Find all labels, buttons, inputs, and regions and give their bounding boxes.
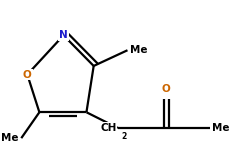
Text: 2: 2 (121, 132, 126, 141)
Text: CH: CH (100, 123, 116, 133)
Text: Me: Me (211, 123, 229, 133)
Text: N: N (59, 30, 68, 40)
Text: Me: Me (129, 45, 147, 55)
Text: O: O (161, 84, 170, 94)
Text: Me: Me (1, 133, 19, 143)
Text: O: O (23, 70, 32, 80)
